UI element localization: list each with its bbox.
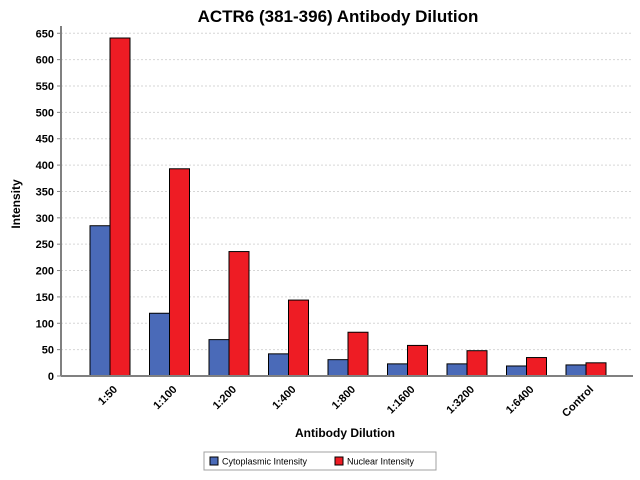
bar-cytoplasmic-1-3200: [446, 363, 468, 377]
bar-cytoplasmic-1-400: [268, 353, 289, 377]
bar-nuclear-1-50: [109, 37, 131, 377]
legend-box: [203, 451, 437, 471]
x-tick-label: 1:200: [211, 384, 239, 412]
legend-label: Cytoplasmic Intensity: [222, 457, 308, 467]
bar-cytoplasmic-Control: [565, 364, 587, 377]
x-tick-label: 1:100: [151, 384, 179, 412]
y-tick-label: 250: [36, 239, 54, 251]
y-tick-label: 450: [36, 134, 54, 146]
bar-nuclear-Control: [585, 362, 607, 377]
bar-nuclear-1-100: [169, 168, 190, 377]
x-tick-label: 1:400: [270, 384, 298, 412]
bar-nuclear-1-800: [347, 331, 369, 377]
x-tick-label: 1:50: [96, 384, 120, 408]
legend: Cytoplasmic Intensity Nuclear Intensity: [203, 451, 437, 471]
y-tick-label: 500: [36, 107, 54, 119]
x-tick-label: 1:800: [330, 384, 358, 412]
x-tick-label: Control: [560, 384, 596, 420]
legend-swatch: [334, 456, 344, 466]
y-tick-label: 100: [36, 318, 54, 330]
chart-title: ACTR6 (381-396) Antibody Dilution: [198, 7, 479, 26]
grid: [61, 32, 633, 351]
y-tick-label: 550: [36, 81, 54, 93]
bar-nuclear-1-400: [288, 299, 309, 377]
bar-cytoplasmic-1-50: [89, 225, 111, 377]
y-tick-label: 200: [36, 266, 54, 278]
bars: [89, 37, 607, 377]
bar-cytoplasmic-1-1600: [387, 363, 408, 377]
bar-nuclear-1-1600: [407, 344, 428, 377]
bar-nuclear-1-6400: [526, 357, 547, 377]
bar-cytoplasmic-1-100: [149, 312, 170, 377]
y-tick-label: 150: [36, 292, 54, 304]
y-tick-label: 350: [36, 186, 54, 198]
y-tick-label: 600: [36, 55, 54, 67]
bar-nuclear-1-200: [228, 251, 250, 377]
x-tick-label: 1:6400: [504, 384, 537, 417]
y-axis-title: Intensity: [9, 179, 23, 229]
x-axis-title: Antibody Dilution: [295, 426, 395, 440]
x-tick-label: 1:1600: [385, 384, 418, 417]
bar-nuclear-1-3200: [466, 350, 488, 377]
bar-cytoplasmic-1-800: [327, 359, 349, 377]
x-tick-label: 1:3200: [444, 384, 477, 417]
y-tick-label: 50: [42, 345, 54, 357]
y-tick-label: 0: [48, 371, 54, 383]
bar-cytoplasmic-1-200: [208, 339, 230, 377]
legend-label: Nuclear Intensity: [347, 457, 415, 467]
bar-cytoplasmic-1-6400: [506, 365, 527, 377]
legend-swatch: [209, 456, 219, 466]
y-tick-label: 650: [36, 28, 54, 40]
y-tick-label: 300: [36, 213, 54, 225]
y-tick-label: 400: [36, 160, 54, 172]
